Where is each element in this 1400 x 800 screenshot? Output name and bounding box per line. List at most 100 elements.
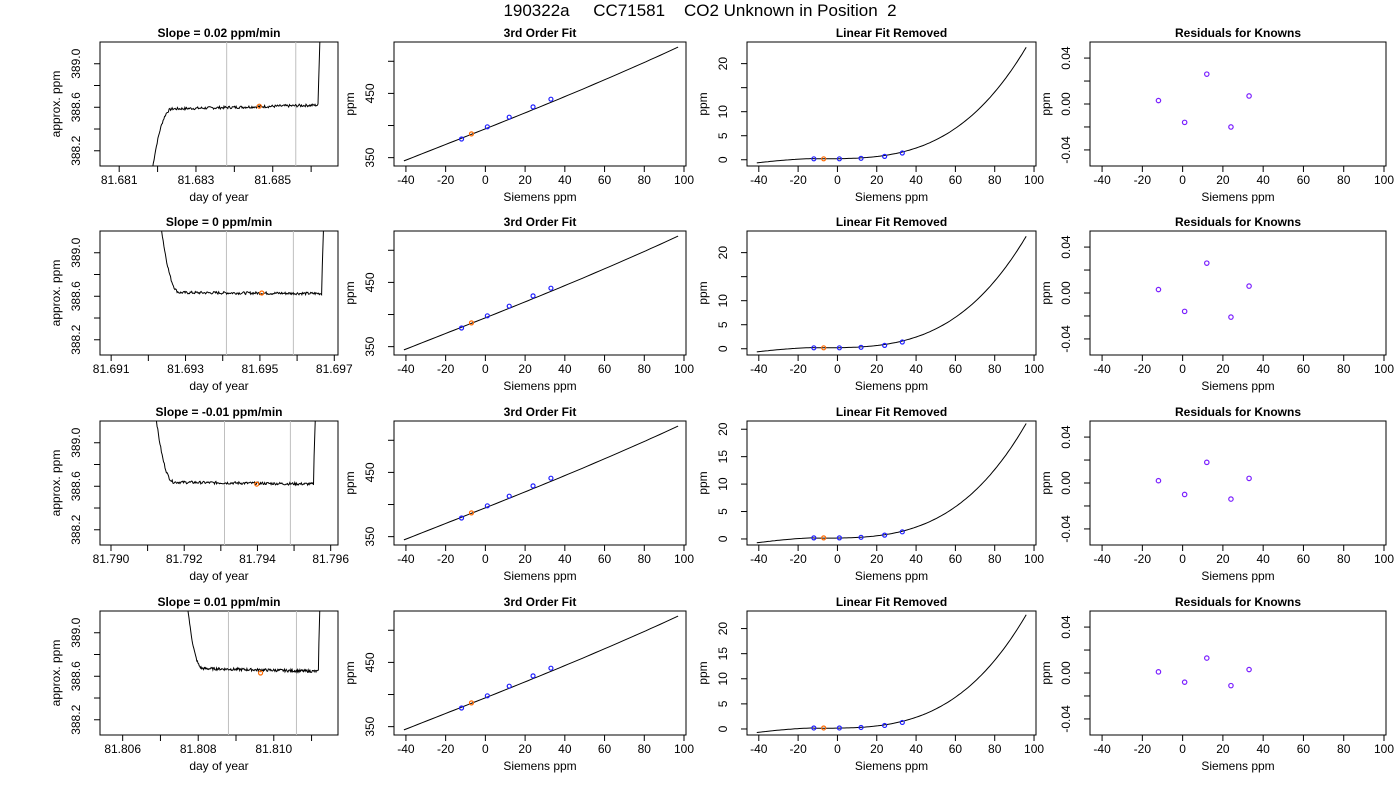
y-tick-label: 450 [363,83,377,103]
residual-point [1203,71,1210,77]
y-axis-label: approx. ppm [49,260,63,327]
x-tick-label: -40 [397,552,415,566]
known-point [530,104,536,110]
y-axis-label: ppm [343,281,357,304]
y-axis-label: approx. ppm [49,450,63,517]
x-tick-label: 40 [909,173,923,187]
x-tick-label: -40 [750,173,768,187]
x-tick-label: 80 [1337,552,1351,566]
x-tick-label: 40 [1256,362,1270,376]
x-tick-label: 100 [1024,742,1044,756]
y-tick-label: 450 [363,462,377,482]
x-tick-label: 80 [638,173,652,187]
y-tick-label: 350 [363,526,377,546]
x-tick-label: 80 [988,173,1002,187]
x-tick-label: -20 [789,552,807,566]
plot-frame [99,41,339,167]
y-tick-label: 5 [716,132,730,139]
y-axis-label: ppm [696,661,710,684]
y-tick-label: 388.2 [69,514,83,544]
known-point [484,313,490,319]
panel-title: Linear Fit Removed [836,405,947,419]
plot-area [756,47,1027,164]
y-tick-label: 20 [716,622,730,636]
x-axis-label: Siemens ppm [855,569,928,583]
known-point [882,722,888,729]
x-tick-label: 100 [1024,552,1044,566]
known-point [530,673,536,679]
y-tick-label: 20 [716,422,730,436]
x-tick-label: 100 [1374,173,1394,187]
fit-curve [403,425,679,541]
x-axis-label: day of year [189,759,248,773]
residual-point [1155,477,1162,484]
x-tick-label: 40 [1256,173,1270,187]
plot-area [756,423,1027,544]
x-tick-label: 60 [1297,742,1311,756]
x-axis-label: Siemens ppm [1201,190,1274,204]
x-tick-label: 60 [949,552,963,566]
panel-7: 3rd Order Fit Siemens ppm ppm -40 -20 0 20 40 60… [343,405,694,583]
y-tick-label: 0.00 [1059,281,1073,305]
panel-3: Slope = -0.01 ppm/min day of year approx. … [49,405,349,583]
x-tick-label: -40 [1093,173,1111,187]
x-tick-label: -20 [789,742,807,756]
x-tick-label: 0 [834,173,841,187]
panel-title: Residuals for Knowns [1175,595,1301,609]
known-point [811,345,817,351]
residual-point [1181,308,1188,315]
plot-area [155,421,316,545]
mean-marker [259,290,265,296]
x-tick-label: 0 [482,173,489,187]
x-axis-label: day of year [189,190,248,204]
residual-point [1246,475,1252,482]
plot-frame [1089,610,1387,736]
y-tick-label: 388.6 [69,471,83,501]
x-tick-label: -20 [789,173,807,187]
x-tick-label: 40 [558,362,572,376]
y-tick-label: -0.04 [1059,136,1073,164]
known-point [530,293,536,299]
y-tick-label: 388.2 [69,324,83,354]
x-axis-label: day of year [189,379,248,393]
known-point [899,719,905,726]
x-tick-label: 0 [1179,742,1186,756]
fit-curve [403,615,679,731]
residual-curve [756,47,1027,164]
y-tick-label: 0.04 [1059,425,1073,449]
y-tick-label: 10 [716,294,730,308]
x-tick-label: 80 [1337,742,1351,756]
y-tick-label: 5 [716,321,730,328]
figure-title: 190322a CC71581 CO2 Unknown in Position … [503,1,897,20]
x-tick-label: -20 [789,362,807,376]
panel-title: Linear Fit Removed [836,215,947,229]
y-tick-label: 5 [716,700,730,707]
known-point [458,325,465,331]
y-tick-label: 20 [716,246,730,260]
y-tick-label: 388.6 [69,661,83,691]
y-tick-label: 389.0 [69,427,83,457]
x-tick-label: 80 [638,362,652,376]
residual-point [1155,97,1162,104]
x-tick-label: 60 [949,362,963,376]
known-point [899,529,905,535]
known-point [882,532,888,538]
plot-area [403,46,679,162]
y-axis-label: ppm [696,92,710,115]
plot-frame [746,420,1037,546]
y-tick-label: 0 [716,156,730,163]
known-point [811,156,817,162]
x-tick-label: 81.808 [180,742,217,756]
unknown-point [468,131,475,137]
panel-title: Slope = 0.02 ppm/min [157,26,280,40]
plot-frame [1089,230,1387,356]
series-line [161,231,324,297]
plot-area [403,235,679,351]
x-tick-label: 0 [482,552,489,566]
x-tick-label: 80 [988,552,1002,566]
panel-title: Linear Fit Removed [836,595,947,609]
x-tick-label: 60 [1297,552,1311,566]
x-tick-label: 20 [1216,552,1230,566]
plot-frame [393,41,687,167]
x-tick-label: 60 [1297,173,1311,187]
